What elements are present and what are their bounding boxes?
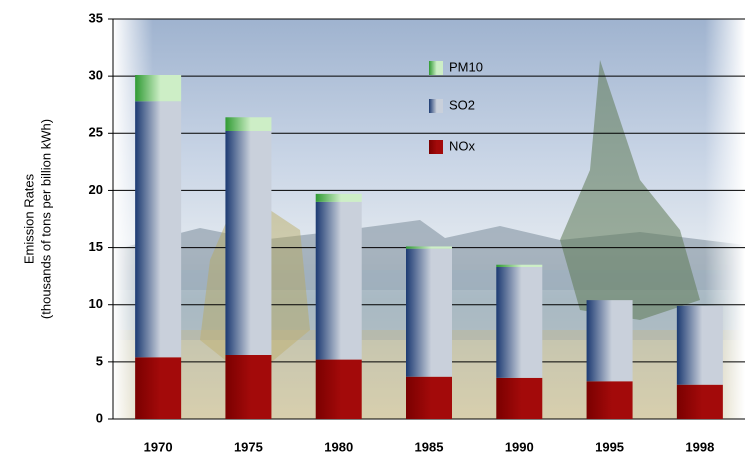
legend-swatch [429,140,443,154]
y-tick-label: 20 [89,182,103,197]
y-axis-title: (thousands of tons per billion kWh) [38,119,53,319]
bar-segment [586,300,633,382]
x-tick-label: 1975 [234,439,263,454]
bar-segment [225,131,272,355]
x-tick-label: 1998 [685,439,714,454]
legend-label: NOx [449,138,476,153]
legend-label: SO2 [449,97,475,112]
y-tick-label: 0 [96,410,103,425]
bar-segment [676,384,723,419]
bar-segment [406,246,452,249]
y-tick-label: 35 [89,10,103,25]
legend-label: PM10 [449,59,483,74]
y-tick-label: 10 [89,296,103,311]
bar-segment [406,376,452,419]
bar-segment [315,359,362,419]
legend-swatch [429,61,443,75]
bar-segment [225,355,272,419]
y-tick-label: 25 [89,125,103,140]
x-tick-label: 1985 [415,439,444,454]
y-tick-label: 30 [89,68,103,83]
bar-segment [496,377,543,419]
bar-segment [676,305,723,385]
bar-segment [315,193,362,202]
background-photo [113,19,745,419]
bar-segment [135,357,182,419]
y-axis-title: Emission Rates [21,173,36,264]
bar-segment [225,117,272,131]
x-tick-label: 1990 [505,439,534,454]
bar-segment [496,267,543,378]
x-tick-label: 1995 [595,439,624,454]
bar-segment [406,248,452,377]
bar-segment [315,201,362,360]
y-tick-label: 5 [96,353,103,368]
x-tick-label: 1970 [144,439,173,454]
legend-swatch [429,99,443,113]
bar-segment [135,75,182,102]
bar-segment [586,381,633,419]
bar-segment [496,264,543,267]
x-tick-label: 1980 [324,439,353,454]
bar-segment [135,101,182,358]
y-tick-label: 15 [89,239,103,254]
